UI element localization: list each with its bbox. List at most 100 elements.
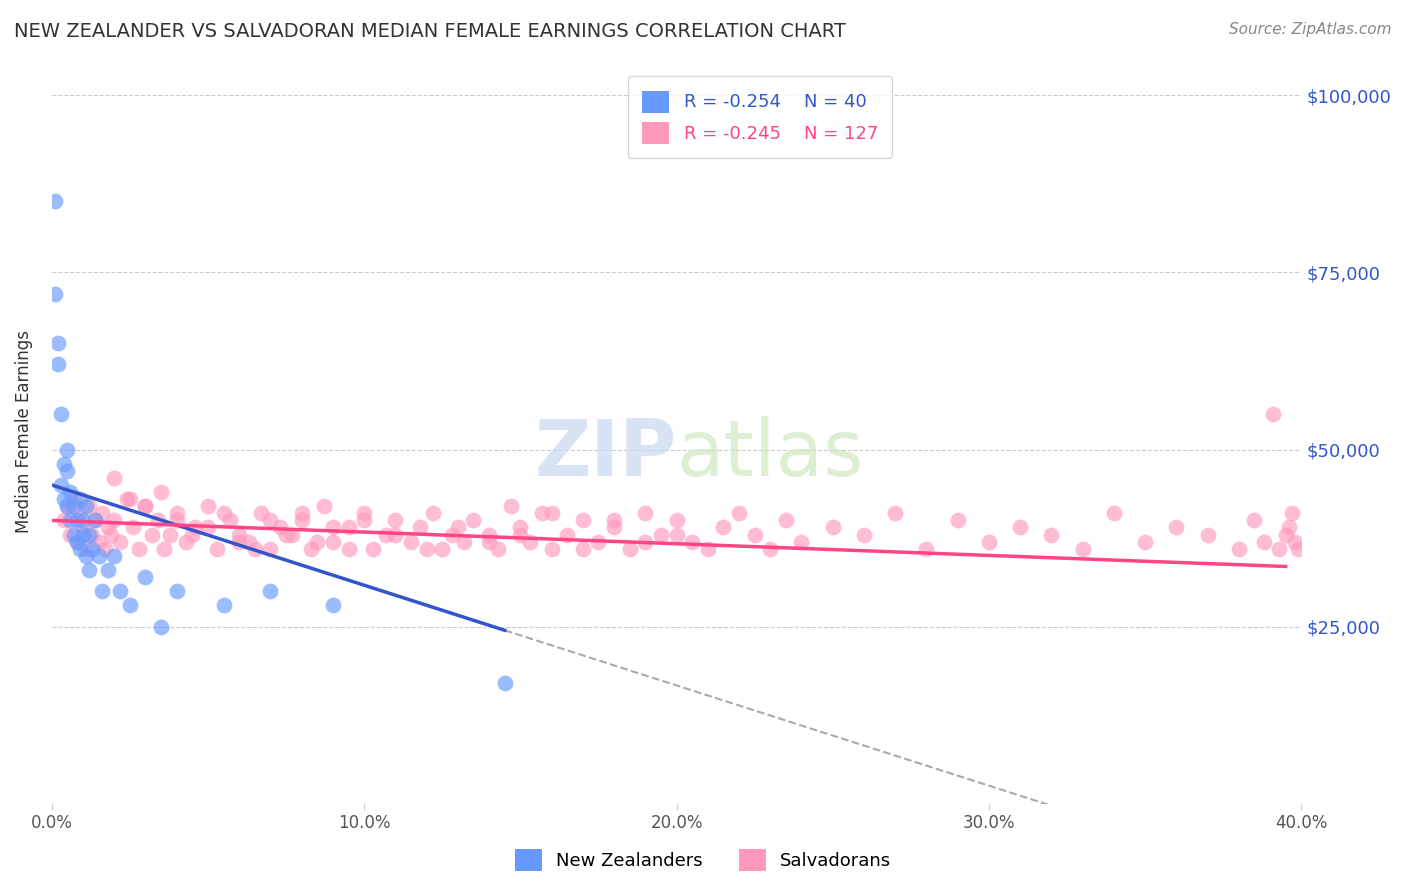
Point: [259, 541, 281, 556]
Point: [488, 541, 510, 556]
Point: [307, 534, 329, 549]
Point: [59, 485, 82, 500]
Point: [49, 407, 72, 421]
Point: [153, 541, 176, 556]
Point: [72, 513, 94, 527]
Point: [509, 520, 531, 534]
Point: [90, 506, 112, 520]
Point: [337, 541, 360, 556]
Point: [87, 534, 110, 549]
Point: [619, 541, 641, 556]
Point: [711, 520, 734, 534]
Point: [212, 506, 235, 520]
Point: [499, 500, 522, 514]
Point: [66, 534, 89, 549]
Point: [72, 520, 94, 534]
Point: [1281, 506, 1303, 520]
Point: [1133, 534, 1156, 549]
Point: [75, 549, 97, 563]
Point: [181, 527, 204, 541]
Point: [790, 534, 813, 549]
Point: [728, 506, 751, 520]
Point: [62, 492, 84, 507]
Point: [103, 513, 125, 527]
Point: [322, 599, 344, 613]
Point: [238, 534, 260, 549]
Legend: R = -0.254    N = 40, R = -0.245    N = 127: R = -0.254 N = 40, R = -0.245 N = 127: [627, 76, 893, 158]
Point: [166, 506, 188, 520]
Point: [212, 599, 235, 613]
Point: [228, 527, 250, 541]
Point: [77, 500, 100, 514]
Point: [66, 513, 89, 527]
Point: [696, 541, 718, 556]
Point: [884, 506, 907, 520]
Text: Source: ZipAtlas.com: Source: ZipAtlas.com: [1229, 22, 1392, 37]
Point: [84, 513, 107, 527]
Point: [463, 513, 485, 527]
Text: atlas: atlas: [676, 417, 865, 492]
Point: [274, 527, 297, 541]
Point: [46, 336, 69, 351]
Point: [46, 358, 69, 372]
Point: [134, 500, 156, 514]
Point: [97, 563, 120, 577]
Point: [821, 520, 844, 534]
Point: [1243, 513, 1265, 527]
Point: [134, 570, 156, 584]
Point: [572, 513, 595, 527]
Point: [103, 471, 125, 485]
Point: [1071, 541, 1094, 556]
Point: [97, 520, 120, 534]
Point: [128, 541, 150, 556]
Point: [134, 500, 156, 514]
Point: [852, 527, 875, 541]
Point: [337, 520, 360, 534]
Point: [1102, 506, 1125, 520]
Point: [447, 520, 470, 534]
Point: [100, 527, 122, 541]
Point: [122, 520, 145, 534]
Point: [375, 527, 398, 541]
Point: [588, 534, 610, 549]
Point: [53, 492, 76, 507]
Point: [432, 541, 454, 556]
Point: [259, 513, 281, 527]
Point: [509, 527, 531, 541]
Point: [312, 500, 335, 514]
Point: [281, 527, 304, 541]
Legend: New Zealanders, Salvadorans: New Zealanders, Salvadorans: [508, 842, 898, 879]
Point: [243, 541, 266, 556]
Point: [384, 513, 406, 527]
Point: [103, 549, 125, 563]
Point: [634, 506, 657, 520]
Point: [77, 527, 100, 541]
Point: [207, 541, 229, 556]
Point: [59, 513, 82, 527]
Point: [1278, 520, 1301, 534]
Point: [409, 520, 432, 534]
Point: [259, 584, 281, 599]
Point: [1286, 541, 1309, 556]
Point: [77, 563, 100, 577]
Point: [82, 541, 104, 556]
Point: [159, 527, 181, 541]
Point: [56, 500, 79, 514]
Point: [572, 541, 595, 556]
Point: [110, 584, 132, 599]
Point: [53, 457, 76, 471]
Point: [384, 527, 406, 541]
Point: [118, 599, 141, 613]
Point: [87, 549, 110, 563]
Point: [478, 527, 501, 541]
Point: [603, 513, 626, 527]
Point: [399, 534, 422, 549]
Point: [603, 520, 626, 534]
Point: [82, 527, 104, 541]
Point: [115, 492, 138, 507]
Point: [62, 527, 84, 541]
Point: [322, 520, 344, 534]
Point: [56, 500, 79, 514]
Point: [1166, 520, 1188, 534]
Text: ZIP: ZIP: [534, 417, 676, 492]
